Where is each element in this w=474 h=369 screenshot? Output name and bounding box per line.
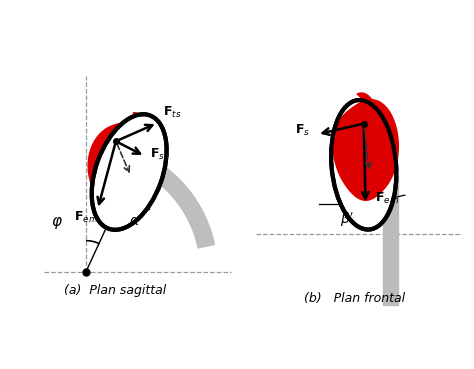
- Polygon shape: [333, 100, 398, 200]
- Ellipse shape: [92, 114, 167, 230]
- Text: $\mathbf{F}_{s}$: $\mathbf{F}_{s}$: [150, 147, 165, 162]
- Text: $\varphi$: $\varphi$: [51, 215, 63, 231]
- Text: (b)   Plan frontal: (b) Plan frontal: [304, 292, 405, 306]
- Polygon shape: [88, 121, 163, 206]
- Text: $\alpha'$: $\alpha'$: [129, 214, 144, 229]
- Polygon shape: [383, 176, 398, 306]
- Text: $\mathbf{F}_{s}$: $\mathbf{F}_{s}$: [295, 123, 310, 138]
- Polygon shape: [357, 93, 377, 113]
- Polygon shape: [102, 142, 214, 248]
- Text: $\mathbf{F}_{em}$: $\mathbf{F}_{em}$: [74, 210, 98, 225]
- Polygon shape: [133, 113, 148, 135]
- Text: $\mathbf{F}_{ts}$: $\mathbf{F}_{ts}$: [163, 106, 182, 120]
- Ellipse shape: [331, 100, 396, 230]
- Text: $\mathbf{F}_{em}$: $\mathbf{F}_{em}$: [374, 191, 399, 206]
- Text: (a)  Plan sagittal: (a) Plan sagittal: [64, 284, 166, 297]
- Text: $\beta'$: $\beta'$: [340, 211, 355, 229]
